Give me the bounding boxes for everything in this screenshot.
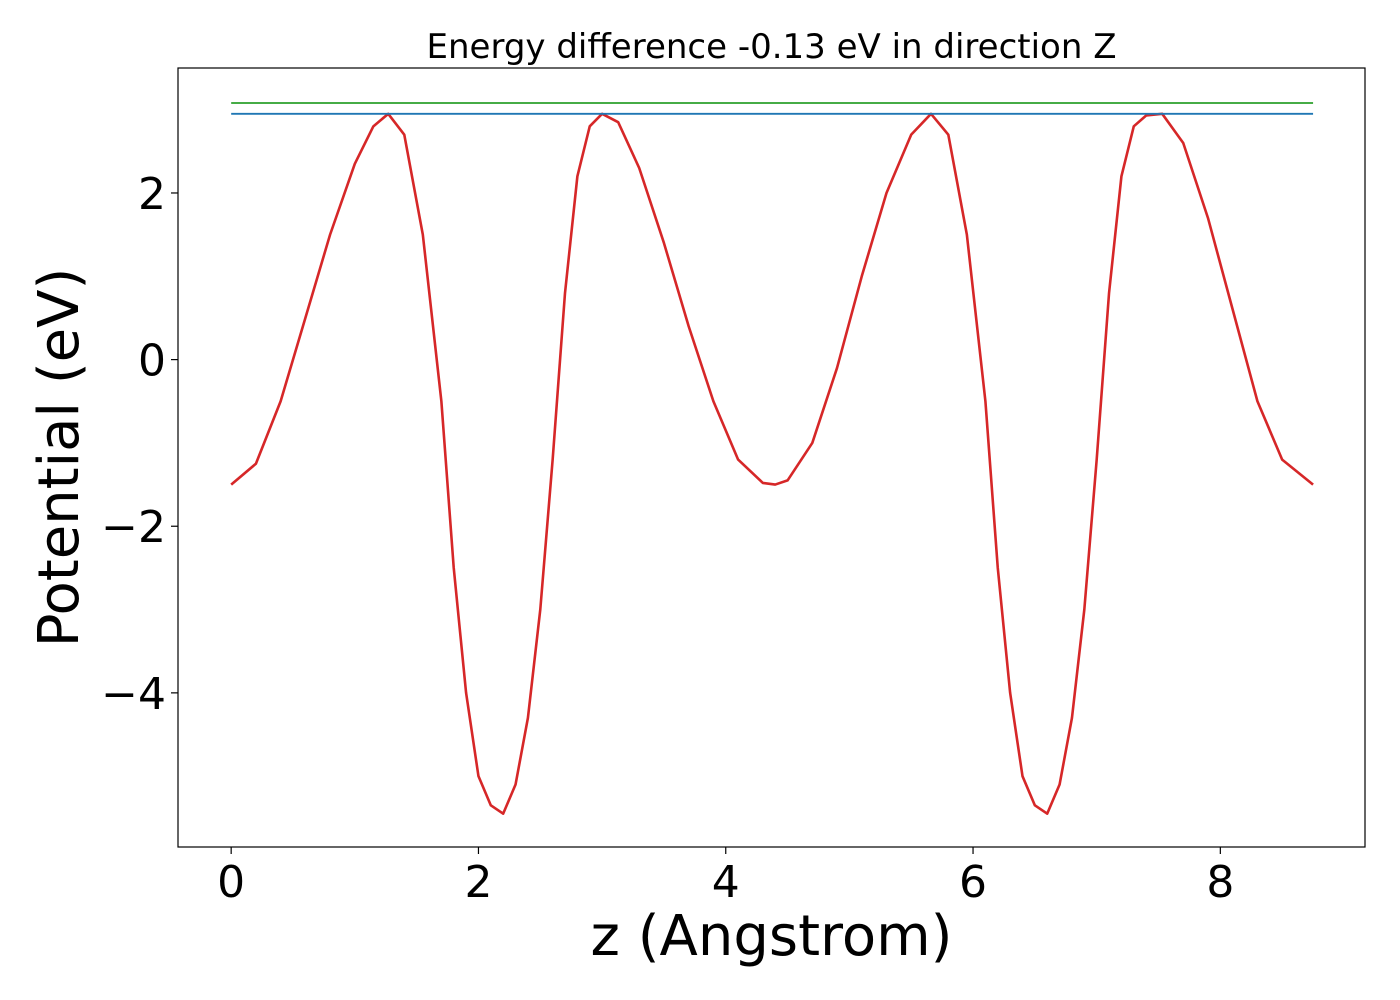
y-tick-label: 0 xyxy=(138,336,166,387)
y-tick-label: −2 xyxy=(101,502,166,553)
series-layer xyxy=(230,102,1314,815)
plot-frame xyxy=(177,67,1366,848)
y-axis-label: Potential (eV) xyxy=(27,268,92,648)
x-tick-label: 0 xyxy=(217,857,245,908)
y-tick-label: −4 xyxy=(101,669,166,720)
chart-title: Energy difference -0.13 eV in direction … xyxy=(427,27,1117,67)
y-tick-label: 2 xyxy=(138,169,166,220)
x-tick-label: 8 xyxy=(1206,857,1234,908)
x-tick-label: 6 xyxy=(959,857,987,908)
x-tick-label: 4 xyxy=(712,857,740,908)
x-axis-label: z (Angstrom) xyxy=(591,904,953,969)
series-line-1 xyxy=(230,112,1314,815)
x-tick-label: 2 xyxy=(464,857,492,908)
y-axis: −4 −2 0 2 xyxy=(101,169,178,720)
x-axis: 0 2 4 6 8 xyxy=(217,847,1234,908)
